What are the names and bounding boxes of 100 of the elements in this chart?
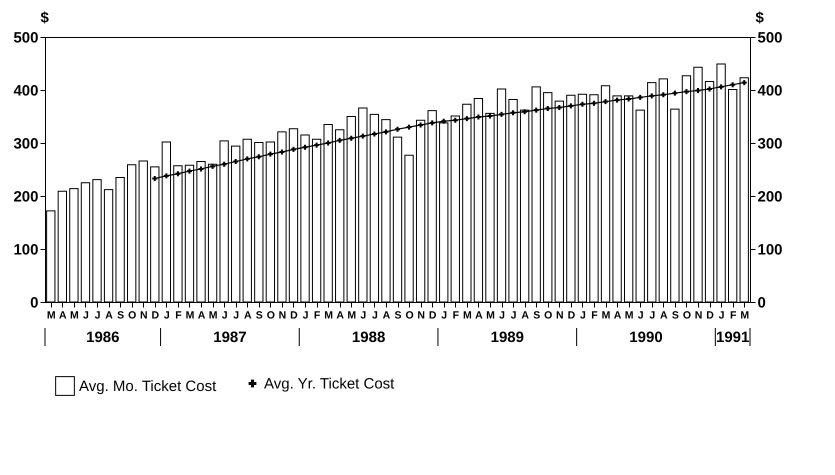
point — [244, 156, 250, 162]
x-tick-label: O — [682, 310, 692, 322]
x-tick-label: M — [486, 310, 496, 322]
legend-label: Avg. Yr. Ticket Cost — [264, 376, 396, 392]
y-axis-title: $ — [40, 10, 50, 26]
x-tick-label: A — [660, 310, 668, 322]
x-tick-label: S — [117, 310, 124, 322]
x-tick-label: J — [441, 310, 448, 322]
point — [314, 142, 320, 148]
x-tick-label: J — [718, 310, 725, 322]
x-tick-label: J — [83, 310, 90, 322]
x-tick-label: M — [208, 310, 218, 322]
x-tick-label: J — [233, 310, 240, 322]
point — [406, 124, 412, 130]
x-tick-label: F — [452, 310, 460, 322]
text: 1990 — [629, 329, 663, 346]
y2-tick-label: 300 — [758, 136, 783, 152]
point — [430, 120, 435, 126]
x-tick-label: F — [314, 310, 321, 322]
x-tick-label: A — [244, 310, 252, 322]
x-tick-label: J — [372, 310, 378, 322]
x-tick-label: J — [222, 310, 228, 322]
point — [198, 166, 204, 172]
x-tick-label: J — [94, 310, 101, 322]
y2-tick-label: 200 — [758, 188, 783, 206]
point — [730, 82, 736, 88]
x-tick-label: J — [302, 310, 309, 322]
point — [464, 116, 470, 122]
point — [210, 164, 216, 169]
text: 1987 — [213, 329, 247, 346]
x-tick-label: N — [278, 310, 286, 322]
x-tick-label: J — [649, 310, 656, 322]
x-tick-label: A — [521, 310, 530, 322]
x-tick-label: M — [46, 310, 56, 322]
x-tick-label: J — [580, 310, 586, 322]
x-tick-label: F — [730, 310, 737, 322]
point — [360, 134, 366, 139]
point — [695, 88, 700, 94]
x-tick-label: M — [740, 310, 750, 322]
text: 1986 — [86, 329, 120, 346]
point — [326, 140, 331, 146]
x-tick-label: J — [164, 310, 170, 322]
point — [707, 86, 712, 92]
point — [580, 102, 585, 107]
x-tick-label: S — [533, 310, 540, 322]
point — [626, 96, 632, 102]
x-tick-label: J — [638, 310, 644, 322]
x-tick-label: M — [462, 310, 472, 322]
point — [383, 129, 388, 134]
x-tick-label: D — [290, 310, 298, 322]
point — [672, 90, 678, 96]
text: 1989 — [490, 329, 524, 346]
point — [348, 136, 354, 141]
point — [152, 176, 158, 182]
y-tick-label: 400 — [13, 82, 38, 100]
point — [603, 99, 608, 104]
y-tick-label: 0 — [30, 294, 38, 312]
x-tick-label: A — [475, 310, 484, 322]
x-tick-label: D — [428, 310, 437, 322]
point — [337, 138, 342, 143]
x-tick-label: J — [499, 310, 506, 322]
point — [638, 94, 643, 100]
y-tick-label: 100 — [13, 242, 38, 258]
point — [290, 146, 296, 152]
point — [614, 98, 620, 103]
point — [279, 150, 284, 155]
point — [256, 154, 262, 160]
x-tick-label: M — [70, 310, 80, 322]
point — [302, 144, 308, 150]
y2-tick-label: 400 — [758, 82, 783, 100]
point — [534, 108, 539, 113]
point — [499, 112, 504, 117]
x-tick-label: S — [256, 310, 263, 322]
x-tick-label: O — [266, 310, 275, 322]
x-tick-label: M — [602, 310, 611, 322]
point — [418, 122, 424, 128]
x-tick-label: D — [152, 310, 160, 322]
x-tick-label: F — [175, 310, 182, 322]
point — [372, 131, 377, 136]
point — [452, 118, 458, 123]
point — [222, 162, 227, 167]
point — [268, 152, 273, 157]
x-tick-label: O — [544, 310, 552, 322]
point — [233, 159, 238, 164]
point — [186, 168, 192, 174]
point — [742, 80, 747, 86]
point — [476, 114, 481, 120]
x-tick-label: O — [128, 310, 136, 322]
x-tick-label: J — [510, 310, 517, 322]
point — [684, 89, 689, 94]
x-tick-label: N — [417, 310, 425, 322]
point — [164, 173, 169, 178]
y-tick-label: 300 — [13, 136, 38, 152]
point — [395, 126, 400, 132]
x-tick-label: A — [105, 310, 114, 322]
x-tick-label: A — [198, 310, 206, 322]
x-tick-label: S — [394, 310, 402, 322]
point — [649, 93, 654, 98]
x-tick-label: D — [568, 310, 576, 322]
y-tick-label: 500 — [13, 30, 38, 46]
